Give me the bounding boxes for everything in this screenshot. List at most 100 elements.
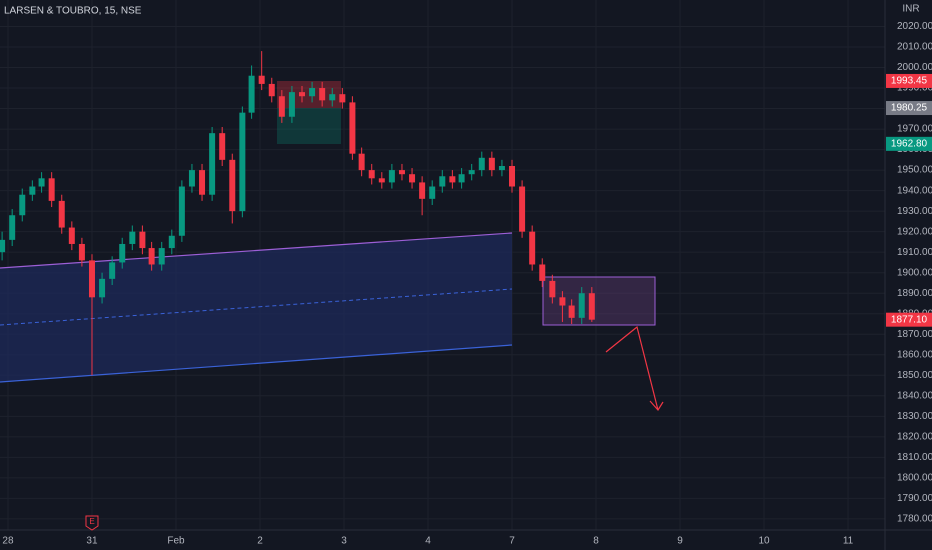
target-zone <box>277 108 341 144</box>
candle-body <box>48 178 55 201</box>
candle-body <box>199 170 206 195</box>
price-label-bg <box>886 101 932 116</box>
channel <box>0 233 512 382</box>
candle-body <box>139 231 146 249</box>
candle-body <box>439 176 446 187</box>
x-tick-label: 28 <box>2 536 14 547</box>
candle-body <box>29 186 36 195</box>
candle-body <box>239 112 246 212</box>
y-tick-label: 1810.00 <box>897 452 932 463</box>
candle-body <box>248 75 255 113</box>
candle-body <box>559 297 566 306</box>
y-tick-label: 1860.00 <box>897 349 932 360</box>
x-tick-label: 31 <box>86 536 98 547</box>
price-label: 1962.80 <box>891 138 928 149</box>
price-label: 1980.25 <box>891 103 928 114</box>
arrow-head <box>649 400 664 411</box>
y-tick-label: 2020.00 <box>897 21 932 32</box>
y-tick-label: 2000.00 <box>897 62 932 73</box>
candle-body <box>419 182 426 199</box>
chart-title: LARSEN & TOUBRO, 15, NSE <box>4 6 142 17</box>
candle-body <box>349 102 356 154</box>
candle-body <box>299 92 306 97</box>
candle-body <box>38 178 45 187</box>
candle-body <box>488 157 495 171</box>
y-tick-label: 1850.00 <box>897 370 932 381</box>
price-label: 1877.10 <box>891 314 928 325</box>
price-label-bg <box>886 136 932 151</box>
channel-mid <box>0 288 513 326</box>
y-tick-label: 1830.00 <box>897 411 932 422</box>
price-label-bg <box>886 73 932 88</box>
candle-body <box>388 170 395 183</box>
candle-body <box>398 170 405 175</box>
candle-body <box>109 262 116 279</box>
event-marker <box>85 515 99 531</box>
y-tick-label: 1950.00 <box>897 165 932 176</box>
candle-body <box>549 280 556 298</box>
y-tick-label: 1890.00 <box>897 288 932 299</box>
candle-body <box>258 75 265 84</box>
price-label: 1993.45 <box>891 76 928 87</box>
candle-body <box>588 293 595 320</box>
candle-body <box>309 88 316 97</box>
candle-body <box>319 88 326 101</box>
candle-body <box>148 248 155 265</box>
candle-body <box>429 186 436 199</box>
candle-body <box>278 96 285 117</box>
event-marker-label: E <box>89 517 94 526</box>
x-tick-label: 7 <box>509 536 515 547</box>
candle-body <box>378 178 385 183</box>
candle-body <box>129 231 136 244</box>
candle-body <box>58 200 65 228</box>
candle-body <box>158 248 165 265</box>
candle-body <box>578 293 585 318</box>
candle-body <box>529 231 536 265</box>
y-tick-label: 1790.00 <box>897 493 932 504</box>
x-tick-label: 2 <box>257 536 263 547</box>
candle-body <box>458 174 465 183</box>
candle-body <box>178 186 185 236</box>
y-tick-label: 1970.00 <box>897 124 932 135</box>
candle-body <box>99 278 106 298</box>
candle-body <box>119 243 126 263</box>
candle-body <box>219 133 226 160</box>
candle-body <box>368 170 375 179</box>
x-tick-label: 9 <box>677 536 683 547</box>
channel-top <box>0 232 513 269</box>
x-tick-label: 10 <box>758 536 770 547</box>
x-tick-label: 8 <box>593 536 599 547</box>
y-tick-label: 1800.00 <box>897 473 932 484</box>
y-tick-label: 2010.00 <box>897 42 932 53</box>
candle-body <box>478 157 485 171</box>
candles <box>0 51 595 376</box>
candle-body <box>168 235 175 249</box>
x-tick-label: 11 <box>843 536 854 547</box>
y-tick-label: 1840.00 <box>897 390 932 401</box>
currency-box <box>900 2 922 15</box>
candle-body <box>209 133 216 195</box>
candle-body <box>329 94 336 101</box>
candle-body <box>9 215 16 240</box>
projection-arrow <box>605 325 659 411</box>
candle-body <box>0 239 6 253</box>
x-tick-label: Feb <box>167 536 185 547</box>
candle-body <box>449 176 456 183</box>
currency: INR <box>902 4 919 15</box>
candle-body <box>568 305 575 318</box>
candle-body <box>229 159 236 212</box>
candle-body <box>409 174 416 183</box>
price-label-bg <box>886 312 932 327</box>
y-tick-label: 1930.00 <box>897 206 932 217</box>
candle-body <box>288 92 295 117</box>
y-tick-label: 1870.00 <box>897 329 932 340</box>
y-tick-label: 1900.00 <box>897 267 932 278</box>
candle-body <box>88 260 95 298</box>
y-tick-label: 1910.00 <box>897 247 932 258</box>
x-tick-label: 4 <box>425 536 431 547</box>
y-tick-label: 1940.00 <box>897 185 932 196</box>
candle-body <box>68 227 75 244</box>
y-tick-label: 1990.00 <box>897 83 932 94</box>
candle-body <box>468 170 475 175</box>
